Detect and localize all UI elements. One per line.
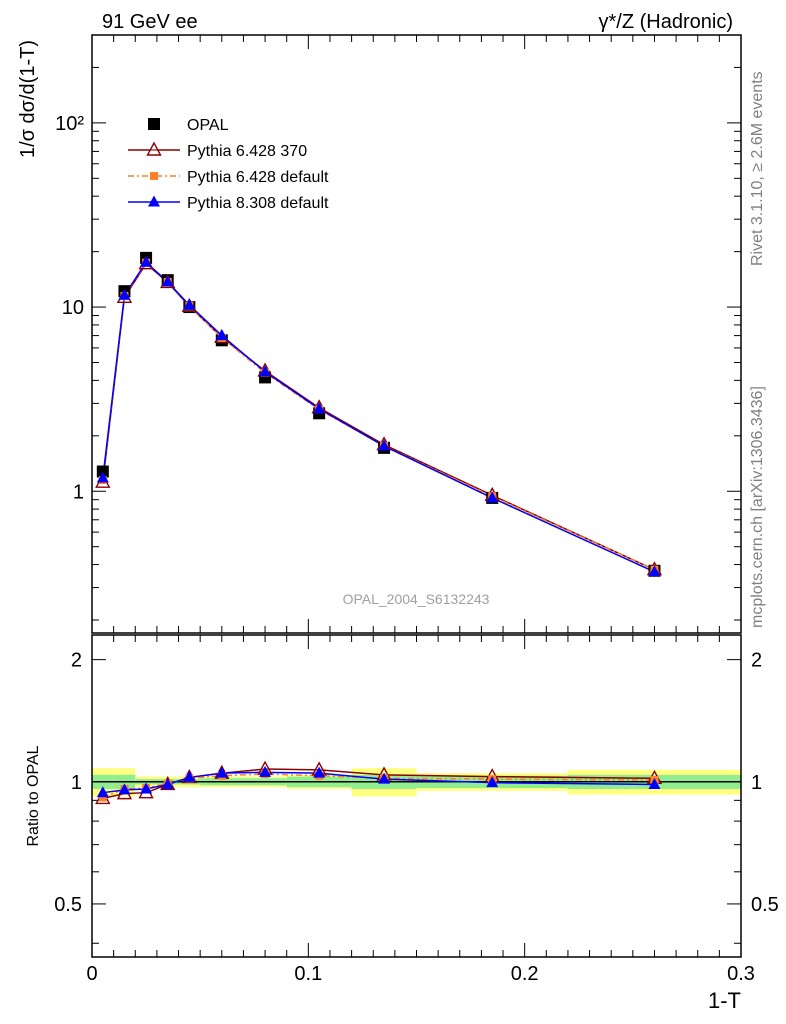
- main-point: [96, 465, 109, 478]
- legend-label: Pythia 6.428 370: [187, 143, 307, 160]
- legend: OPAL Pythia 6.428 370 Pythia 6.428 default…: [128, 117, 329, 212]
- main-point: [161, 275, 174, 287]
- main-point: [378, 439, 391, 451]
- ratio-point: [378, 772, 391, 784]
- ratio-point: [215, 766, 228, 778]
- ratio-point: [96, 786, 109, 798]
- main-series-group: [95, 251, 663, 577]
- ratio-point: [648, 777, 661, 789]
- ratio-xtick-label: 0: [86, 963, 97, 985]
- main-point: [118, 288, 131, 300]
- main-ytick-label: 10: [62, 297, 84, 319]
- ratio-point: [486, 776, 499, 788]
- ratio-xtick-label: 0.2: [511, 963, 539, 985]
- legend-label: Pythia 6.428 default: [187, 169, 329, 186]
- main-point: [648, 565, 661, 577]
- ratio-point: [313, 766, 326, 778]
- rivet-label: Rivet 3.1.10, ≥ 2.6M events: [749, 71, 766, 266]
- ratio-xtick-label: 0.3: [727, 963, 755, 985]
- legend-label: OPAL: [187, 117, 229, 134]
- header-left: 91 GeV ee: [102, 11, 198, 33]
- ratio-panel-frame: [91, 634, 742, 958]
- ratio-point: [98, 793, 107, 802]
- main-point: [96, 471, 109, 483]
- main-axis-ticks: 1 10 10²: [55, 34, 742, 633]
- legend-marker: [148, 195, 160, 207]
- ratio-point: [161, 777, 174, 789]
- ratio-axis-ticks: 0.5 0.5 1 1 2 2 0 0.1 0.2 0.3: [54, 635, 779, 985]
- main-point: [183, 298, 196, 310]
- ratio-point: [140, 782, 153, 794]
- ratio-ytick-label-left: 2: [71, 650, 82, 672]
- ratio-ytick-label-right: 0.5: [751, 894, 779, 916]
- legend-label: Pythia 8.308 default: [187, 195, 329, 212]
- ratio-ytick-label-right: 2: [751, 650, 762, 672]
- ratio-series-group: [95, 760, 663, 805]
- main-ytick-label: 1: [73, 481, 84, 503]
- main-point: [486, 491, 499, 503]
- mcplots-label: mcplots.cern.ch [arXiv:1306.3436]: [749, 386, 766, 628]
- ratio-ylabel: Ratio to OPAL: [25, 745, 42, 846]
- xaxis-title: 1-T: [708, 988, 741, 1013]
- main-point: [215, 329, 228, 341]
- header-right: γ*/Z (Hadronic): [599, 11, 733, 33]
- analysis-watermark: OPAL_2004_S6132243: [343, 591, 490, 607]
- main-ytick-label: 10²: [55, 113, 84, 135]
- ratio-point: [118, 783, 131, 795]
- ratio-ytick-label-left: 1: [71, 772, 82, 794]
- ratio-point: [183, 770, 196, 782]
- main-panel-frame: [91, 34, 742, 634]
- ratio-xtick-label: 0.1: [294, 963, 322, 985]
- ratio-ytick-label-left: 0.5: [54, 894, 82, 916]
- legend-marker: [150, 172, 158, 180]
- main-ylabel: 1/σ dσ/d(1-T): [17, 40, 39, 158]
- main-point: [313, 402, 326, 414]
- legend-marker: [148, 118, 160, 130]
- ratio-point: [259, 765, 272, 777]
- main-point: [140, 255, 153, 267]
- legend-marker: [146, 141, 162, 156]
- ratio-ytick-label-right: 1: [751, 772, 762, 794]
- main-point: [259, 365, 272, 377]
